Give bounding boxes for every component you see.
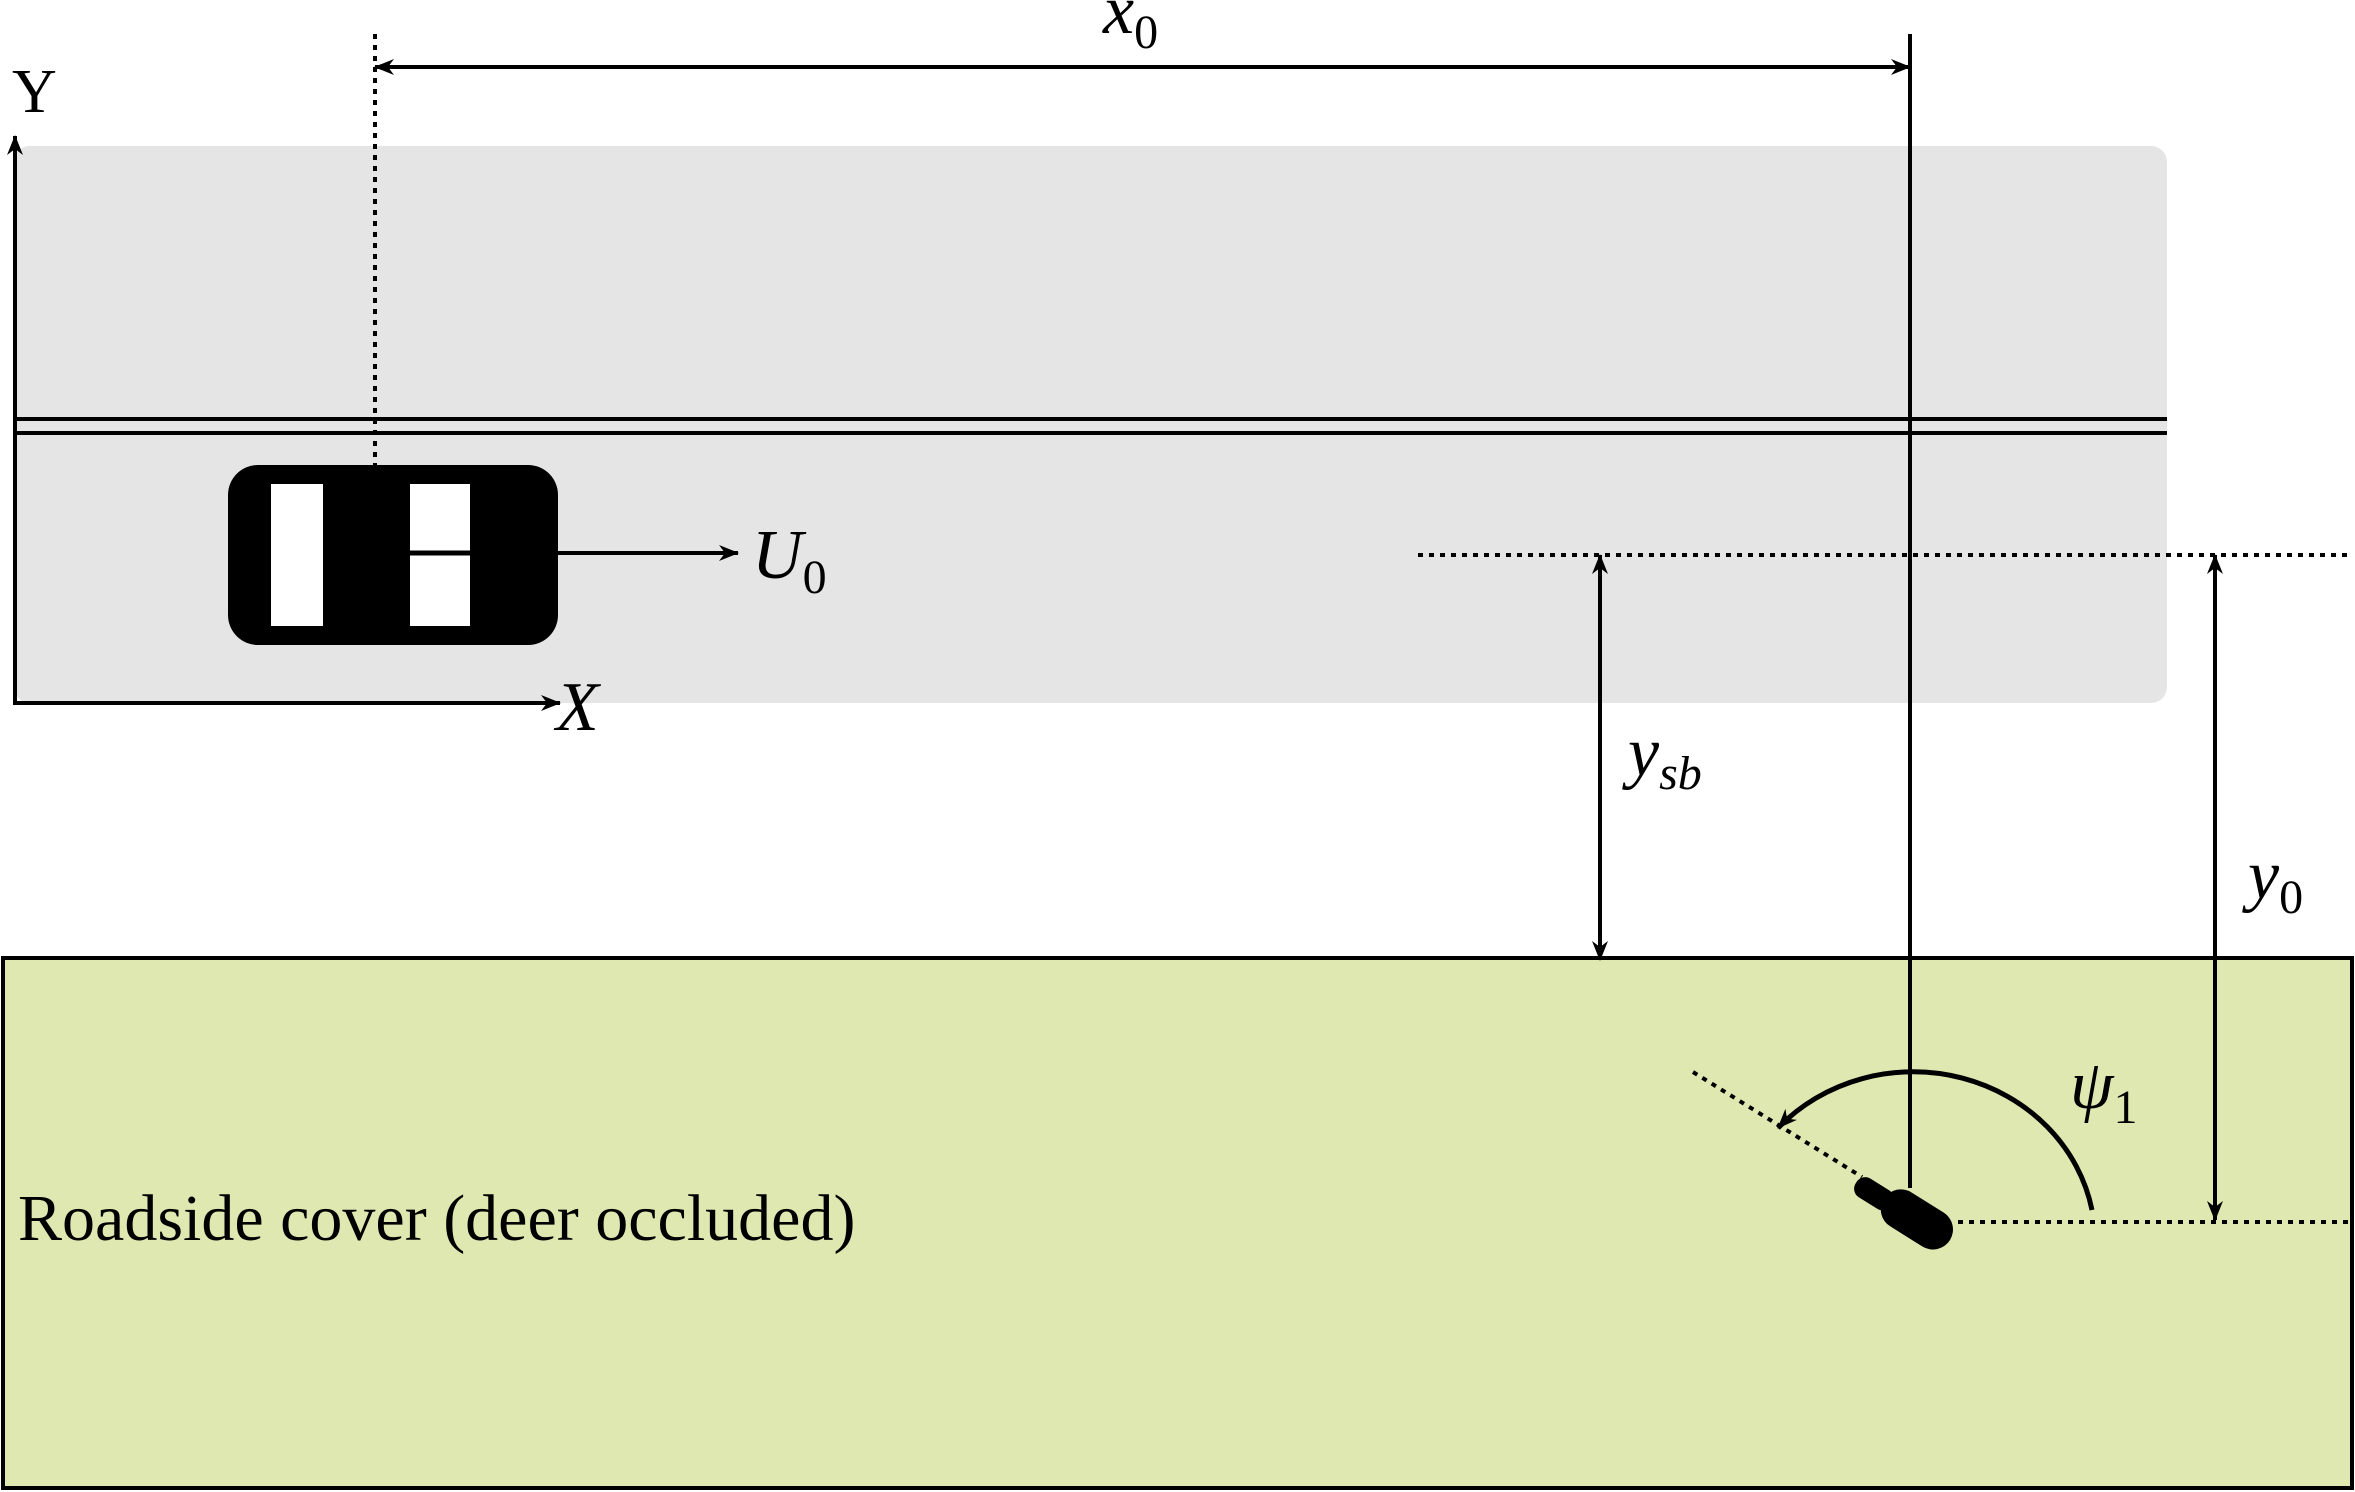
roadside-cover-label: Roadside cover (deer occluded) [18,1182,855,1255]
heading-angle-label: ψ1 [2070,1047,2137,1134]
car-icon [228,465,558,645]
y-axis-label: Y [12,58,57,126]
heading-angle-arc [1776,1069,2095,1211]
x-axis-label: X [553,669,602,746]
y0-label: y0 [2242,837,2303,924]
ysb-label: ysb [1622,714,1702,800]
x0-label: x0 [1102,0,1158,59]
deer-icon [1854,1177,1953,1250]
velocity-label: U0 [752,517,827,604]
